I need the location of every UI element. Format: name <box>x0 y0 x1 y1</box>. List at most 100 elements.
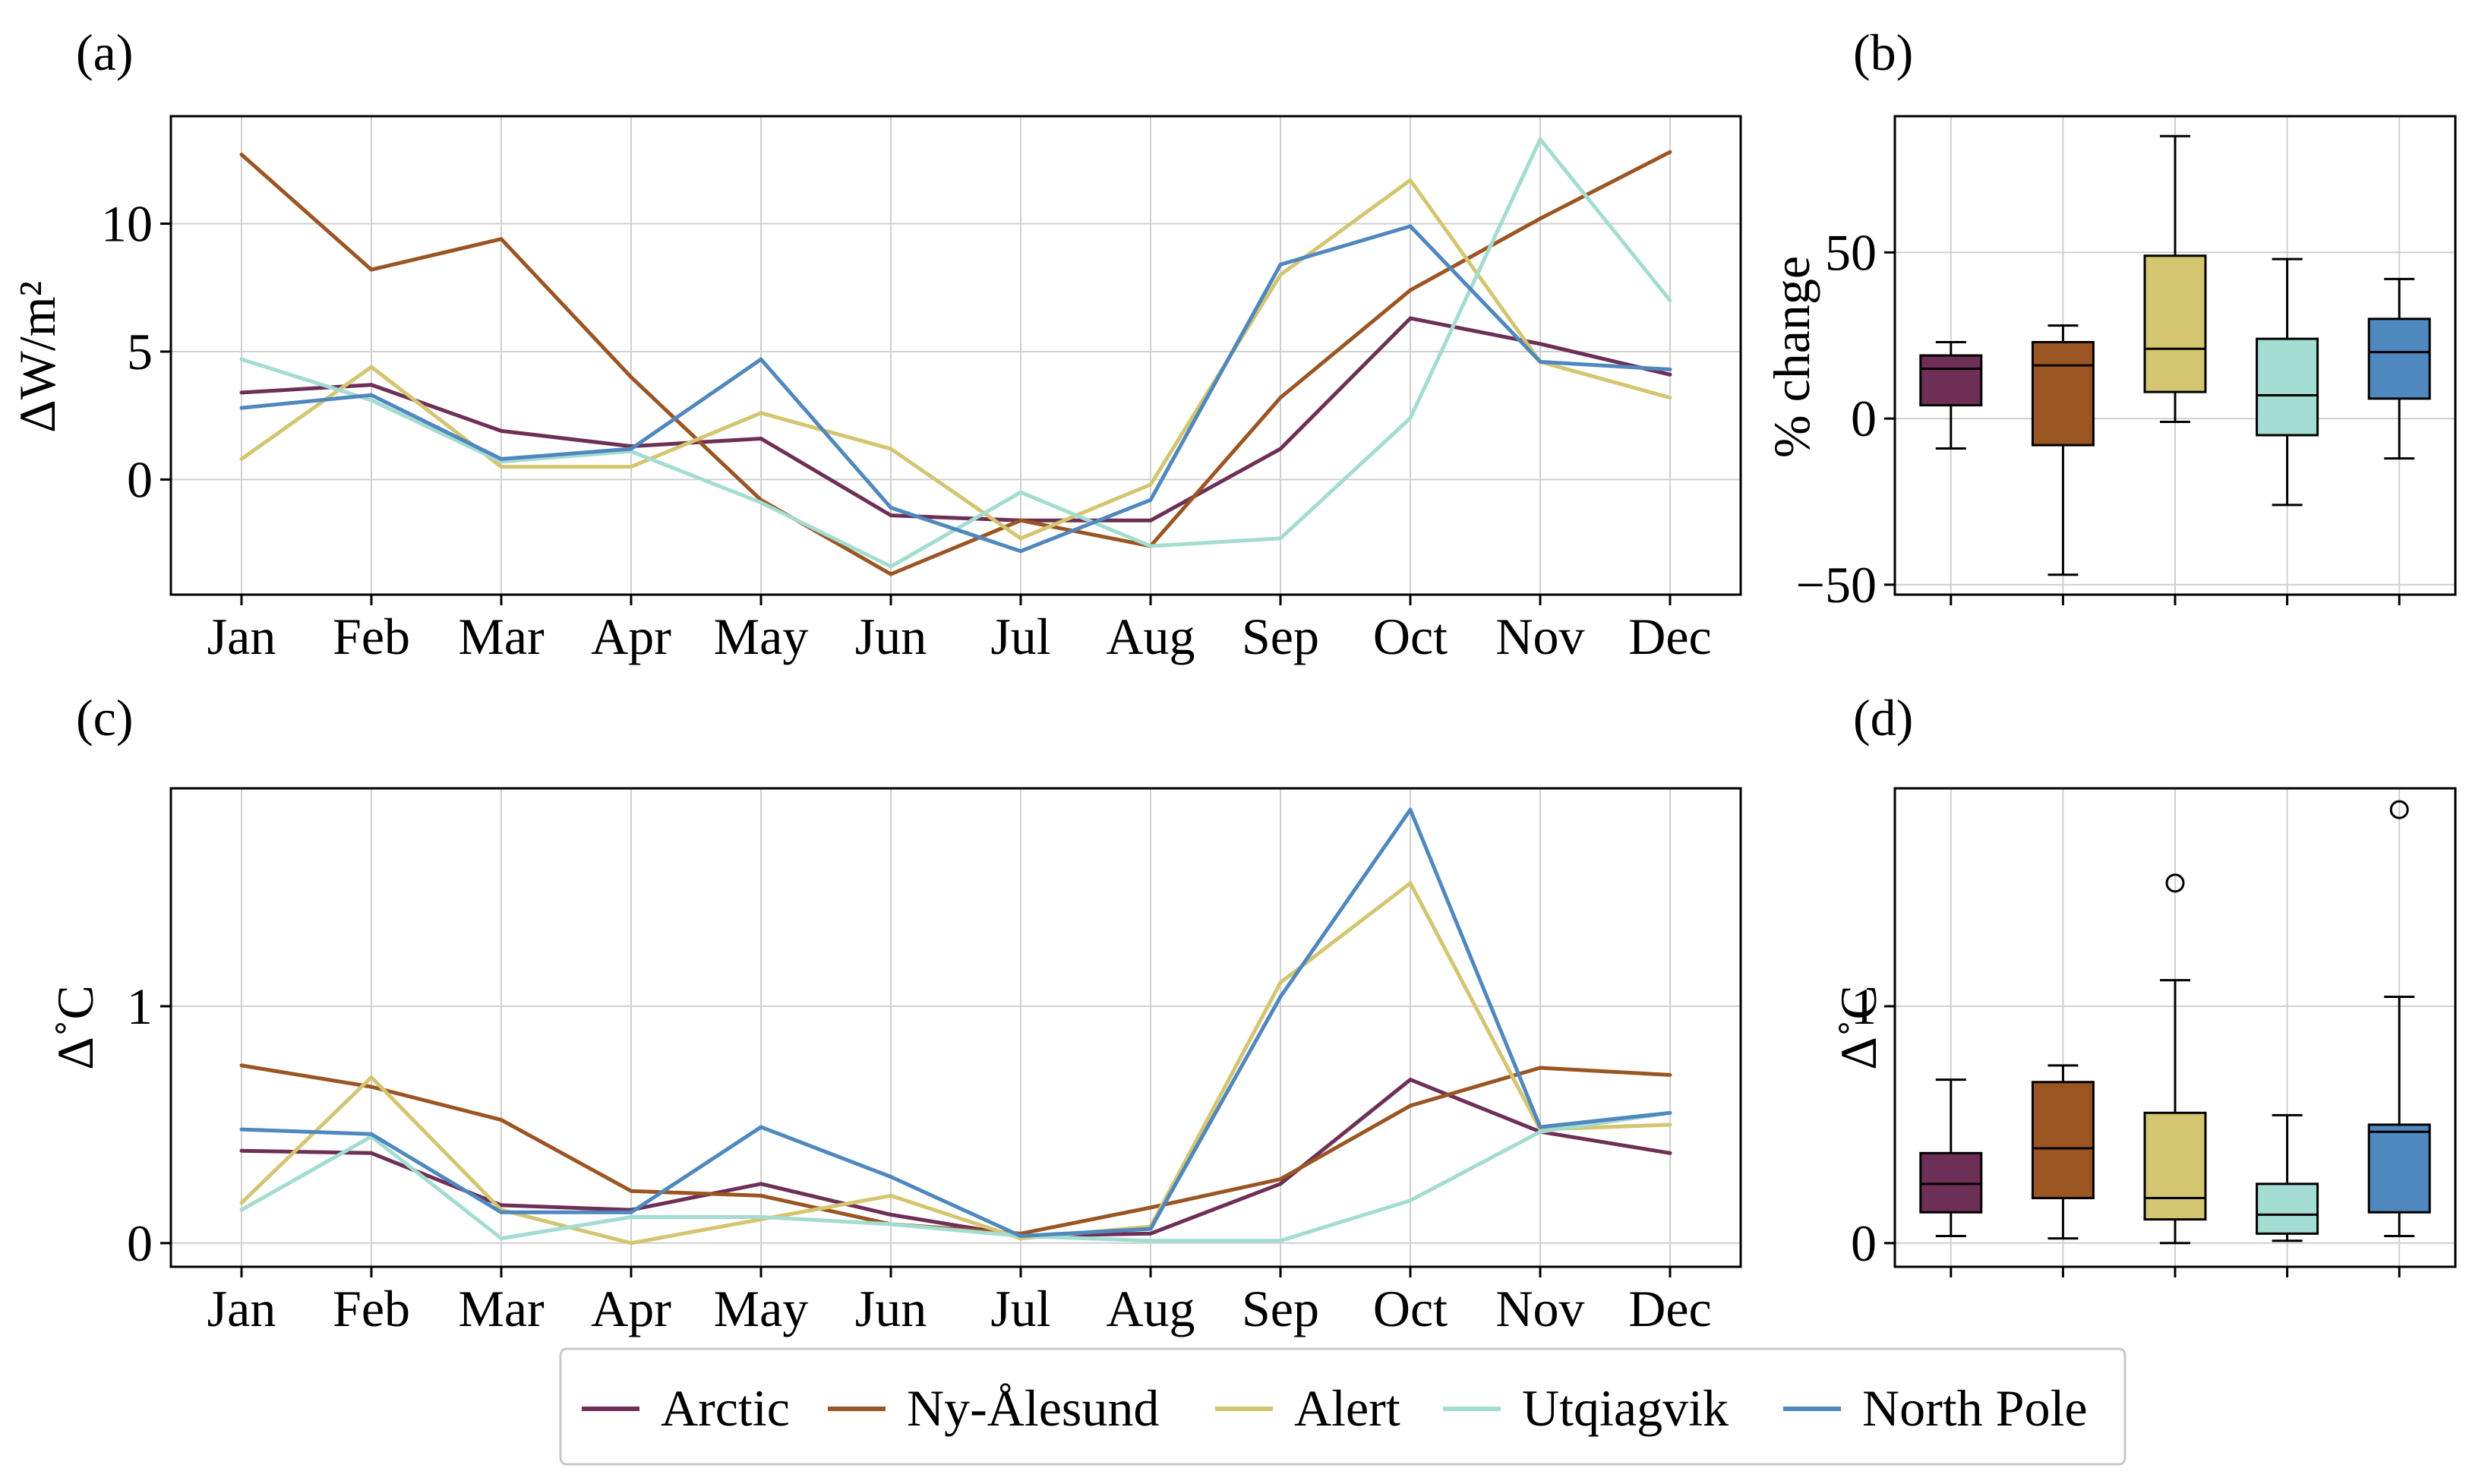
panel-c-point-north-pole <box>1668 1110 1672 1115</box>
panel-a-point-ny-alesund <box>1538 216 1542 221</box>
panel-d-iqr-arctic <box>1919 1151 1983 1214</box>
panel-c-point-north-pole <box>889 1174 893 1179</box>
panel-a-ylabel: ΔW/m² <box>8 281 66 433</box>
panel-c-title: (c) <box>76 689 133 747</box>
panel-a-xtick-label: May <box>714 608 809 665</box>
panel-a-line-alert <box>240 178 1671 541</box>
panel-c-point-north-pole <box>369 1132 374 1136</box>
panel-b-iqr-ny-alesund <box>2031 341 2095 447</box>
panel-c-point-arctic <box>1668 1151 1672 1155</box>
panel-d-box-utqiagvik <box>2256 1113 2319 1242</box>
panel-c-point-utqiagvik <box>1538 1129 1542 1134</box>
panel-c-point-alert <box>239 1201 244 1205</box>
panel-a-point-utqiagvik <box>1018 490 1023 494</box>
panel-c-xtick-label: May <box>714 1280 809 1337</box>
panel-c-xtick-label: Jul <box>990 1280 1050 1337</box>
panel-a-point-alert <box>499 465 504 469</box>
panel-c-point-utqiagvik <box>1408 1198 1413 1203</box>
legend-entry-utqiagvik: Utqiagvik <box>1443 1379 1729 1437</box>
panel-c-point-alert <box>1408 881 1413 886</box>
panel-a-xtick-label: Apr <box>591 608 671 665</box>
panel-c-point-north-pole <box>759 1125 763 1129</box>
panel-a-point-ny-alesund <box>1668 150 1672 154</box>
panel-a-point-arctic <box>1148 518 1153 523</box>
panel-c-point-arctic <box>1148 1231 1153 1236</box>
legend-label-arctic: Arctic <box>661 1379 790 1437</box>
panel-d-iqr-alert <box>2143 1111 2207 1221</box>
panel-a-point-utqiagvik <box>239 357 244 362</box>
panel-b-ytick-label: 50 <box>1825 223 1877 281</box>
panel-a-point-alert <box>1408 178 1413 182</box>
panel-d-box-alert <box>2143 873 2207 1245</box>
panel-c-line-arctic <box>241 1078 1671 1238</box>
panel-c-point-arctic <box>759 1182 763 1186</box>
panel-c-point-arctic <box>369 1151 374 1155</box>
panel-a-point-north-pole <box>889 505 893 510</box>
panel-c-line-alert <box>240 881 1671 1246</box>
panel-a-point-ny-alesund <box>239 153 244 157</box>
panel-a-xtick-label: Nov <box>1495 608 1584 665</box>
panel-c-xtick-label: Aug <box>1106 1280 1195 1337</box>
panel-c-point-north-pole <box>499 1210 504 1214</box>
panel-a-point-north-pole <box>239 406 244 410</box>
panel-a-point-ny-alesund <box>499 237 504 242</box>
legend-entry-alert: Alert <box>1215 1379 1400 1437</box>
panel-a-point-arctic <box>239 390 244 395</box>
panel-a-point-ny-alesund <box>629 375 633 380</box>
panel-a-point-utqiagvik <box>759 500 763 505</box>
panel-a-point-alert <box>629 465 633 469</box>
panel-a-point-utqiagvik <box>1538 137 1542 141</box>
panel-a-xtick-label: Jul <box>990 608 1050 665</box>
panel-c-xtick-label: Jan <box>207 1280 276 1337</box>
panel-d-ytick-label: 0 <box>1851 1214 1877 1272</box>
panel-a-point-arctic <box>759 436 763 440</box>
panel-c-point-arctic <box>889 1212 893 1217</box>
panel-a-point-utqiagvik <box>1408 416 1413 421</box>
panel-c-ytick-label: 1 <box>127 977 153 1035</box>
panel-b-ytick-label: −50 <box>1796 556 1877 614</box>
panel-c-plot: Jan Feb Mar Apr May Jun Jul Aug Sep Oct Nov Dec 0 1 <box>127 787 1742 1337</box>
panel-a-frame <box>169 115 1742 596</box>
panel-a-point-north-pole <box>759 357 763 362</box>
panel-c-point-arctic <box>1408 1078 1413 1082</box>
panel-c-xtick-label: Dec <box>1628 1280 1711 1337</box>
panel-d-outlier-alert <box>2165 873 2185 893</box>
panel-a-xtick-label: Aug <box>1106 608 1195 665</box>
panel-c-point-north-pole <box>1278 994 1283 999</box>
panel-b-box-utqiagvik <box>2256 257 2319 507</box>
panel-c-ylabel: Δ˚C <box>46 985 104 1070</box>
panel-b-ylabel: % change <box>1763 256 1820 458</box>
panel-c-point-alert <box>369 1075 374 1079</box>
panel-c-xtick-label: Oct <box>1373 1280 1448 1337</box>
panel-a-point-ny-alesund <box>1018 518 1023 523</box>
panel-b-box-arctic <box>1919 341 1983 450</box>
legend-box <box>559 1347 2126 1466</box>
panel-b-title: (b) <box>1853 24 1913 81</box>
panel-c-xtick-label: Apr <box>591 1280 671 1337</box>
panel-c-point-utqiagvik <box>239 1208 244 1212</box>
panel-a-point-utqiagvik <box>1148 544 1153 548</box>
panel-a-point-north-pole <box>499 456 504 461</box>
panel-a-xtick-label: Jun <box>855 608 927 665</box>
panel-c-xtick-label: Sep <box>1242 1280 1319 1337</box>
panel-c-point-ny-alesund <box>369 1085 374 1089</box>
panel-a-point-alert <box>1278 273 1283 277</box>
panel-c-point-utqiagvik <box>499 1236 504 1241</box>
panel-a-point-arctic <box>889 513 893 518</box>
panel-a-point-north-pole <box>629 447 633 451</box>
panel-a-point-alert <box>1668 396 1672 400</box>
panel-a-point-north-pole <box>1408 224 1413 229</box>
panel-b-ytick-label: 0 <box>1851 390 1877 447</box>
panel-d-box-north-pole <box>2367 800 2431 1237</box>
panel-b-iqr-arctic <box>1919 354 1983 407</box>
legend-label-north-pole: North Pole <box>1862 1379 2088 1437</box>
panel-c-point-arctic <box>1278 1182 1283 1186</box>
panel-a-ytick-label: 10 <box>101 194 153 252</box>
panel-b-frame <box>1893 115 2457 596</box>
legend-entry-arctic: Arctic <box>582 1379 790 1437</box>
panel-c-point-arctic <box>239 1148 244 1153</box>
panel-a-point-utqiagvik <box>1278 536 1283 541</box>
panel-a-point-arctic <box>1408 316 1413 320</box>
panel-d-iqr-north-pole <box>2367 1123 2431 1214</box>
panel-a-point-arctic <box>499 428 504 433</box>
